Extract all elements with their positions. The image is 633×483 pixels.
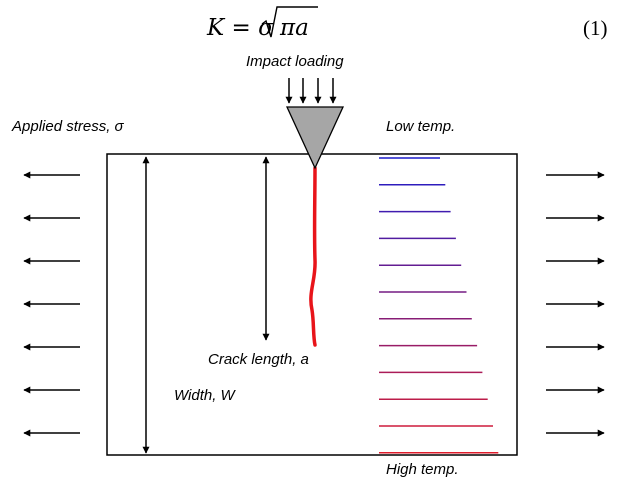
equation-radicand: πa <box>279 15 309 41</box>
applied-stress-arrows-left <box>23 171 80 437</box>
impact-loading-label: Impact loading <box>246 53 344 70</box>
applied-stress-arrows-right <box>546 171 605 437</box>
applied-stress-label: Applied stress, σ <box>11 118 125 135</box>
temperature-gradient <box>379 157 499 454</box>
equation-lhs: K = σ <box>206 15 275 41</box>
equation-number: (1) <box>583 16 608 40</box>
impact-arrows <box>285 78 337 104</box>
radical-sign <box>261 6 318 38</box>
width-label: Width, W <box>174 387 237 404</box>
low-temp-label: Low temp. <box>386 118 455 135</box>
high-temp-label: High temp. <box>386 461 459 478</box>
crack-length-label: Crack length, a <box>208 351 309 368</box>
crack <box>309 166 317 347</box>
equation: K = σ πa (1) <box>206 6 608 41</box>
indenter-wedge <box>285 106 345 170</box>
